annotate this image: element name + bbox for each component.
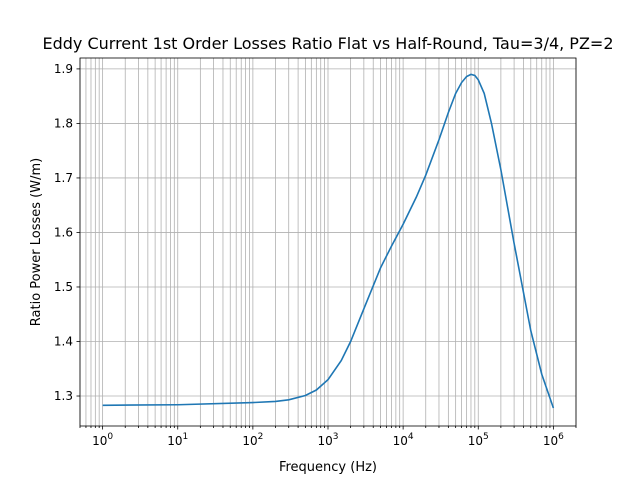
x-tick-label: 101: [167, 432, 188, 448]
x-axis-label: Frequency (Hz): [279, 460, 377, 475]
y-axis-label: Ratio Power Losses (W/m): [29, 158, 44, 326]
x-tick-label: 105: [468, 432, 489, 448]
y-tick-label: 1.6: [54, 225, 73, 239]
y-tick-label: 1.3: [54, 389, 73, 403]
x-tick-label: 106: [543, 432, 564, 448]
ticks: 100 101 102 103 104 105 106 1.3 1.4 1.5 1.6 1.7 1.8 1…: [54, 62, 577, 448]
x-tick-label: 104: [393, 432, 414, 448]
y-tick-label: 1.4: [54, 334, 73, 348]
grid: [79, 58, 577, 426]
series-line: [102, 73, 555, 409]
y-tick-label: 1.5: [54, 280, 73, 294]
y-tick-label: 1.9: [54, 62, 73, 76]
chart-title: Eddy Current 1st Order Losses Ratio Flat…: [42, 34, 613, 53]
x-tick-label: 103: [317, 432, 338, 448]
x-tick-label: 100: [92, 432, 113, 448]
y-tick-label: 1.8: [54, 116, 73, 130]
y-tick-label: 1.7: [54, 171, 73, 185]
x-tick-label: 102: [242, 432, 263, 448]
